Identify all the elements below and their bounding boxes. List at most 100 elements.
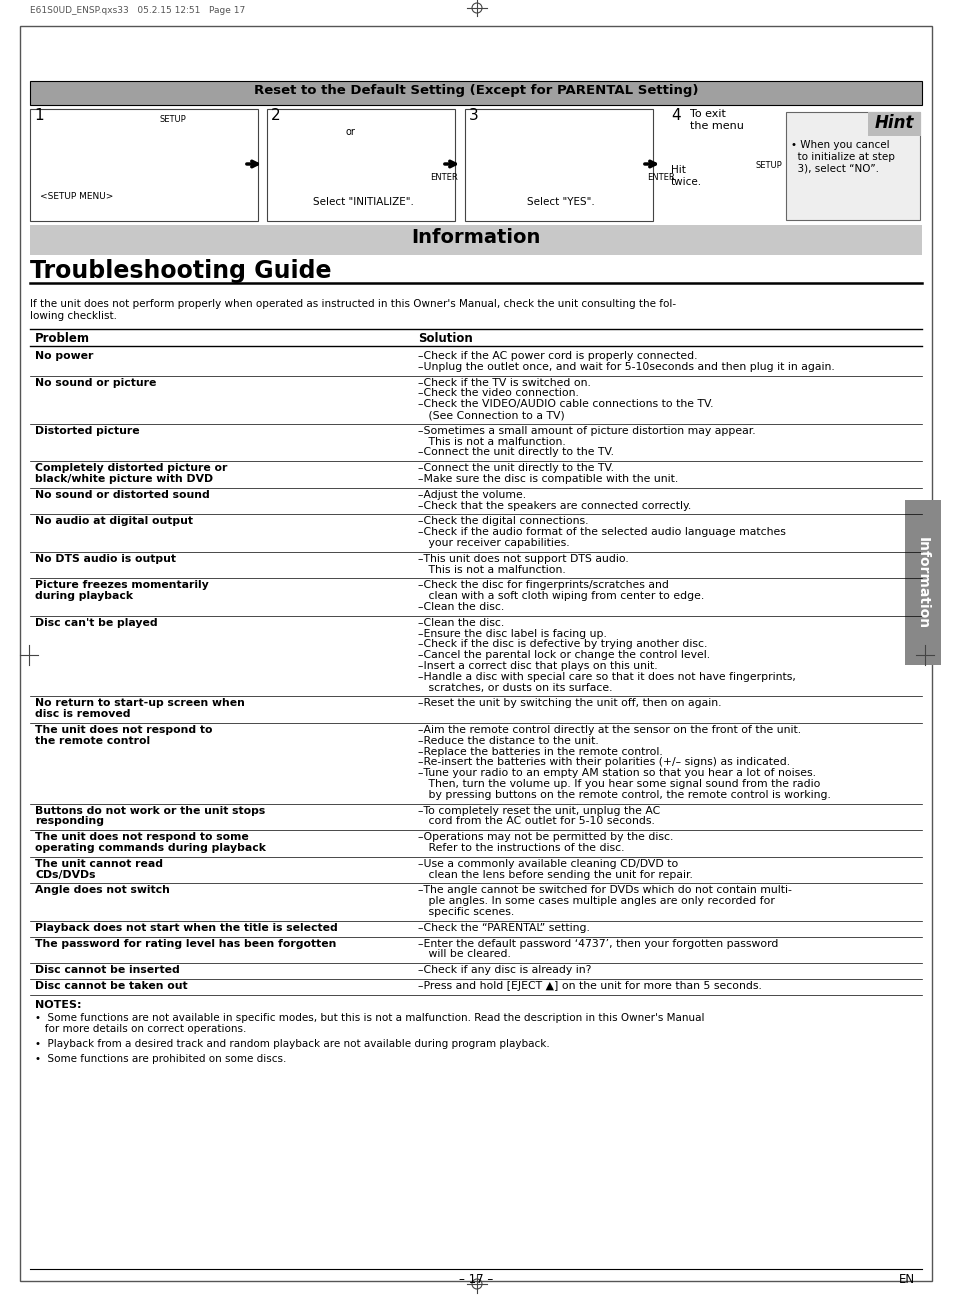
Text: Buttons do not work or the unit stops: Buttons do not work or the unit stops [35,806,265,815]
Text: clean with a soft cloth wiping from center to edge.: clean with a soft cloth wiping from cent… [417,591,703,601]
Text: –Check if the audio format of the selected audio language matches: –Check if the audio format of the select… [417,528,785,537]
Text: –Check the video connection.: –Check the video connection. [417,389,578,398]
Text: –Ensure the disc label is facing up.: –Ensure the disc label is facing up. [417,629,606,638]
Text: •  Playback from a desired track and random playback are not available during pr: • Playback from a desired track and rand… [35,1039,549,1049]
Text: SETUP: SETUP [160,116,187,123]
Text: –The angle cannot be switched for DVDs which do not contain multi-: –The angle cannot be switched for DVDs w… [417,885,791,895]
Text: Refer to the instructions of the disc.: Refer to the instructions of the disc. [417,843,624,853]
Text: •  Some functions are not available in specific modes, but this is not a malfunc: • Some functions are not available in sp… [35,1012,703,1035]
Text: Playback does not start when the title is selected: Playback does not start when the title i… [35,923,337,932]
Text: –Adjust the volume.: –Adjust the volume. [417,490,525,500]
Text: –Make sure the disc is compatible with the unit.: –Make sure the disc is compatible with t… [417,474,678,484]
Text: Select "INITIALIZE".: Select "INITIALIZE". [313,197,413,207]
Text: –Operations may not be permitted by the disc.: –Operations may not be permitted by the … [417,832,673,842]
Text: –Reduce the distance to the unit.: –Reduce the distance to the unit. [417,735,598,746]
Text: scratches, or dusts on its surface.: scratches, or dusts on its surface. [417,683,612,692]
Text: your receiver capabilities.: your receiver capabilities. [417,538,569,548]
Text: Completely distorted picture or: Completely distorted picture or [35,463,227,473]
Text: Hit
twice.: Hit twice. [670,165,701,186]
Text: This is not a malfunction.: This is not a malfunction. [417,437,565,446]
Text: Reset to the Default Setting (Except for PARENTAL Setting): Reset to the Default Setting (Except for… [253,84,698,97]
Text: ENTER: ENTER [646,173,674,183]
Text: –Re-insert the batteries with their polarities (+/– signs) as indicated.: –Re-insert the batteries with their pola… [417,758,789,767]
Text: SETUP: SETUP [755,161,781,169]
Text: Select "YES".: Select "YES". [527,197,595,207]
Text: (See Connection to a TV): (See Connection to a TV) [417,410,564,420]
FancyBboxPatch shape [464,109,652,221]
Text: EN: EN [898,1274,914,1285]
Text: No sound or distorted sound: No sound or distorted sound [35,490,210,500]
Text: –Check that the speakers are connected correctly.: –Check that the speakers are connected c… [417,500,691,511]
Text: disc is removed: disc is removed [35,709,131,720]
Text: Then, turn the volume up. If you hear some signal sound from the radio: Then, turn the volume up. If you hear so… [417,779,820,789]
Text: This is not a malfunction.: This is not a malfunction. [417,565,565,575]
FancyBboxPatch shape [267,109,455,221]
Text: 1: 1 [34,108,44,123]
Text: No audio at digital output: No audio at digital output [35,516,193,527]
FancyBboxPatch shape [30,225,921,255]
Text: –Check if the AC power cord is properly connected.: –Check if the AC power cord is properly … [417,351,697,361]
Text: black/white picture with DVD: black/white picture with DVD [35,474,213,484]
Text: clean the lens before sending the unit for repair.: clean the lens before sending the unit f… [417,869,692,880]
Text: cord from the AC outlet for 5-10 seconds.: cord from the AC outlet for 5-10 seconds… [417,817,654,826]
Text: Distorted picture: Distorted picture [35,425,139,436]
Text: –Cancel the parental lock or change the control level.: –Cancel the parental lock or change the … [417,650,709,660]
Text: NOTES:: NOTES: [35,999,81,1010]
Text: –Connect the unit directly to the TV.: –Connect the unit directly to the TV. [417,448,614,457]
Text: 3: 3 [469,108,478,123]
Text: <SETUP MENU>: <SETUP MENU> [40,192,113,201]
Text: No power: No power [35,351,93,361]
Text: –Check if any disc is already in?: –Check if any disc is already in? [417,965,591,976]
Text: Disc cannot be inserted: Disc cannot be inserted [35,965,179,976]
Text: Solution: Solution [417,332,473,345]
Text: To exit
the menu: To exit the menu [689,109,743,130]
Text: ENTER: ENTER [430,173,457,183]
Text: will be cleared.: will be cleared. [417,949,511,960]
Text: – 17 –: – 17 – [458,1274,493,1285]
Text: CDs/DVDs: CDs/DVDs [35,869,95,880]
Text: –Use a commonly available cleaning CD/DVD to: –Use a commonly available cleaning CD/DV… [417,859,678,869]
FancyBboxPatch shape [867,112,920,137]
Text: –Reset the unit by switching the unit off, then on again.: –Reset the unit by switching the unit of… [417,699,720,709]
Text: –Unplug the outlet once, and wait for 5-10seconds and then plug it in again.: –Unplug the outlet once, and wait for 5-… [417,362,834,372]
Text: Information: Information [915,537,929,629]
FancyBboxPatch shape [30,81,921,105]
Text: The unit cannot read: The unit cannot read [35,859,163,869]
Text: 2: 2 [271,108,280,123]
Text: –Check the VIDEO/AUDIO cable connections to the TV.: –Check the VIDEO/AUDIO cable connections… [417,399,713,410]
Text: Angle does not switch: Angle does not switch [35,885,170,895]
Text: responding: responding [35,817,104,826]
Text: –Clean the disc.: –Clean the disc. [417,618,504,628]
Text: The unit does not respond to: The unit does not respond to [35,725,213,735]
Text: or: or [345,127,355,137]
Text: The unit does not respond to some: The unit does not respond to some [35,832,249,842]
Text: If the unit does not perform properly when operated as instructed in this Owner': If the unit does not perform properly wh… [30,299,676,320]
Text: No DTS audio is output: No DTS audio is output [35,554,175,563]
FancyBboxPatch shape [785,112,919,221]
Text: • When you cancel
  to initialize at step
  3), select “NO”.: • When you cancel to initialize at step … [790,140,894,173]
Text: –Check the digital connections.: –Check the digital connections. [417,516,588,527]
Text: E61S0UD_ENSP.qxs33   05.2.15 12:51   Page 17: E61S0UD_ENSP.qxs33 05.2.15 12:51 Page 17 [30,7,245,14]
Text: –Check if the TV is switched on.: –Check if the TV is switched on. [417,378,590,387]
Text: Problem: Problem [35,332,90,345]
Text: 4: 4 [670,108,679,123]
FancyBboxPatch shape [904,500,940,664]
Text: Troubleshooting Guide: Troubleshooting Guide [30,259,331,284]
Text: –Enter the default password ‘4737’, then your forgotten password: –Enter the default password ‘4737’, then… [417,939,778,948]
Text: specific scenes.: specific scenes. [417,907,514,916]
Text: –Press and hold [EJECT ▲] on the unit for more than 5 seconds.: –Press and hold [EJECT ▲] on the unit fo… [417,981,761,991]
Text: –Connect the unit directly to the TV.: –Connect the unit directly to the TV. [417,463,614,473]
Text: No sound or picture: No sound or picture [35,378,156,387]
Text: –Aim the remote control directly at the sensor on the front of the unit.: –Aim the remote control directly at the … [417,725,801,735]
Text: The password for rating level has been forgotten: The password for rating level has been f… [35,939,336,948]
FancyBboxPatch shape [20,26,931,1281]
Text: –Insert a correct disc that plays on this unit.: –Insert a correct disc that plays on thi… [417,660,657,671]
Text: Information: Information [411,228,540,247]
Text: –Check the “PARENTAL” setting.: –Check the “PARENTAL” setting. [417,923,589,932]
FancyBboxPatch shape [30,109,257,221]
Text: operating commands during playback: operating commands during playback [35,843,266,853]
Text: by pressing buttons on the remote control, the remote control is working.: by pressing buttons on the remote contro… [417,790,830,800]
Text: –Check if the disc is defective by trying another disc.: –Check if the disc is defective by tryin… [417,639,706,650]
Text: •  Some functions are prohibited on some discs.: • Some functions are prohibited on some … [35,1054,286,1064]
Text: –This unit does not support DTS audio.: –This unit does not support DTS audio. [417,554,628,563]
